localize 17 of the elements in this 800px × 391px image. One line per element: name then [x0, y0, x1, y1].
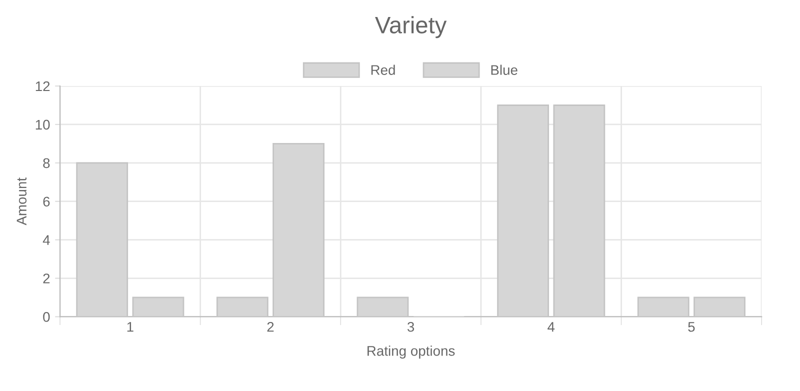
y-tick-label: 8	[43, 158, 50, 168]
x-tick-label: 2	[267, 322, 274, 332]
chart-title: Variety	[375, 16, 447, 38]
x-tick-label: 3	[407, 322, 414, 332]
y-tick-label: 12	[36, 81, 50, 92]
x-axis-title: Rating options	[368, 346, 455, 359]
x-tick-label: 1	[127, 322, 134, 332]
legend-label: Blue	[491, 64, 518, 75]
y-tick-label: 6	[43, 196, 50, 207]
y-tick-label: 0	[43, 312, 50, 322]
legend-label: Red	[371, 64, 395, 75]
y-tick-label: 2	[43, 274, 50, 284]
y-axis-title: Amount	[16, 178, 27, 226]
x-tick-label: 5	[688, 322, 695, 332]
y-tick-label: 10	[36, 120, 50, 130]
x-tick-label: 4	[548, 322, 555, 332]
y-tick-label: 4	[42, 235, 50, 245]
